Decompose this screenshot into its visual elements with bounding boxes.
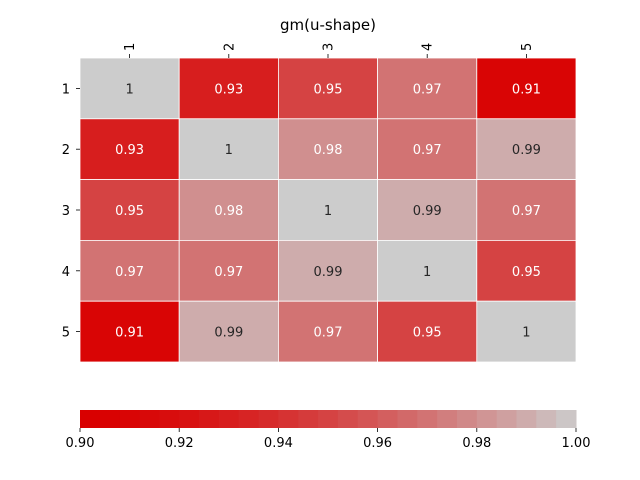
heatmap-cell bbox=[476, 239, 577, 302]
cell-value-label: 0.93 bbox=[214, 82, 243, 97]
colorbar-tick-label: 0.94 bbox=[264, 436, 293, 451]
colorbar-segment bbox=[278, 410, 299, 428]
cell-value-label: 0.99 bbox=[214, 326, 243, 341]
heatmap-cell bbox=[178, 239, 279, 302]
colorbar-tick-label: 0.98 bbox=[462, 436, 491, 451]
cell-value-label: 0.95 bbox=[314, 82, 343, 97]
heatmap-cell bbox=[476, 57, 577, 120]
cell-value-label: 0.98 bbox=[314, 143, 343, 158]
heatmap-cell bbox=[79, 300, 180, 363]
column-tick-label: 3 bbox=[322, 43, 337, 51]
cell-value-label: 0.97 bbox=[413, 82, 442, 97]
colorbar-segment bbox=[159, 410, 180, 428]
colorbar-segment bbox=[397, 410, 418, 428]
heatmap-cell bbox=[79, 57, 180, 120]
cell-value-label: 1 bbox=[125, 82, 133, 97]
heatmap-cell bbox=[476, 118, 577, 181]
column-tick-label: 1 bbox=[123, 43, 138, 51]
row-tick-label: 5 bbox=[62, 326, 70, 341]
colorbar-segment bbox=[456, 410, 478, 428]
cell-value-label: 0.97 bbox=[214, 265, 243, 280]
heatmap-cell bbox=[377, 239, 478, 302]
cell-value-label: 0.95 bbox=[115, 204, 144, 219]
cell-value-label: 1 bbox=[324, 204, 332, 219]
cell-value-label: 0.97 bbox=[115, 265, 144, 280]
cell-value-label: 0.93 bbox=[115, 143, 144, 158]
colorbar-tick-label: 0.92 bbox=[165, 436, 194, 451]
colorbar-segment bbox=[318, 410, 339, 428]
row-tick-label: 1 bbox=[62, 82, 70, 97]
colorbar-segment bbox=[417, 410, 438, 428]
heatmap-cell bbox=[377, 179, 478, 241]
colorbar-segment bbox=[476, 410, 498, 428]
cell-value-label: 0.91 bbox=[115, 326, 144, 341]
colorbar-segment bbox=[218, 410, 240, 428]
chart-title: gm(u-shape) bbox=[280, 16, 376, 34]
colorbar-tick-label: 0.90 bbox=[66, 436, 95, 451]
heatmap-cell bbox=[178, 179, 279, 241]
column-tick-labels: 1 2 3 4 5 bbox=[123, 43, 535, 58]
colorbar-tick-label: 0.96 bbox=[363, 436, 392, 451]
heatmap-cell bbox=[277, 118, 378, 181]
colorbar-segment bbox=[179, 410, 200, 428]
cell-value-label: 0.97 bbox=[314, 326, 343, 341]
colorbar-segment bbox=[496, 410, 517, 428]
colorbar-segment bbox=[516, 410, 537, 428]
colorbar-segment bbox=[357, 410, 379, 428]
heatmap-cell bbox=[277, 179, 378, 241]
heatmap-cell bbox=[277, 239, 378, 302]
colorbar-segment bbox=[119, 410, 141, 428]
colorbar-segment bbox=[377, 410, 398, 428]
column-tick-label: 5 bbox=[520, 43, 535, 51]
colorbar: 0.90 0.92 0.94 0.96 0.98 1.00 bbox=[66, 410, 591, 451]
cell-value-label: 0.95 bbox=[413, 326, 442, 341]
colorbar-segment bbox=[99, 410, 121, 428]
cell-value-label: 0.99 bbox=[413, 204, 442, 219]
cell-value-label: 0.97 bbox=[512, 204, 541, 219]
colorbar-segment bbox=[536, 410, 557, 428]
heatmap-cell bbox=[377, 57, 478, 120]
colorbar-segment bbox=[139, 410, 160, 428]
heatmap-cell bbox=[178, 57, 279, 120]
colorbar-segment bbox=[238, 410, 260, 428]
colorbar-segment bbox=[556, 410, 577, 428]
heatmap-cells bbox=[79, 57, 577, 363]
cell-value-label: 1 bbox=[522, 326, 530, 341]
heatmap-cell bbox=[178, 300, 279, 363]
colorbar-segment bbox=[337, 410, 359, 428]
row-tick-labels: 1 2 3 4 5 bbox=[62, 82, 80, 341]
cell-value-label: 0.95 bbox=[512, 265, 541, 280]
row-tick-label: 4 bbox=[62, 265, 70, 280]
row-tick-label: 2 bbox=[62, 143, 70, 158]
heatmap-cell bbox=[476, 179, 577, 241]
heatmap-cell bbox=[277, 300, 378, 363]
column-tick-label: 4 bbox=[421, 43, 436, 51]
colorbar-tick-label: 1.00 bbox=[562, 436, 591, 451]
colorbar-segment bbox=[298, 410, 319, 428]
heatmap-cell bbox=[476, 300, 577, 363]
row-tick-label: 3 bbox=[62, 204, 70, 219]
cell-value-label: 1 bbox=[225, 143, 233, 158]
cell-value-label: 1 bbox=[423, 265, 431, 280]
cell-value-label: 0.98 bbox=[214, 204, 243, 219]
colorbar-segment bbox=[80, 410, 101, 428]
heatmap-cell bbox=[79, 118, 180, 181]
column-tick-label: 2 bbox=[222, 43, 237, 51]
colorbar-segment bbox=[199, 410, 220, 428]
cell-value-label: 0.99 bbox=[314, 265, 343, 280]
cell-value-label: 0.97 bbox=[413, 143, 442, 158]
cell-value-label: 0.99 bbox=[512, 143, 541, 158]
heatmap-cell-labels: 1 0.93 0.95 0.97 0.91 0.93 1 0.98 0.97 0.99 0.95 0.… bbox=[115, 82, 541, 340]
colorbar-segment bbox=[258, 410, 279, 428]
colorbar-segment bbox=[437, 410, 458, 428]
cell-value-label: 0.91 bbox=[512, 82, 541, 97]
